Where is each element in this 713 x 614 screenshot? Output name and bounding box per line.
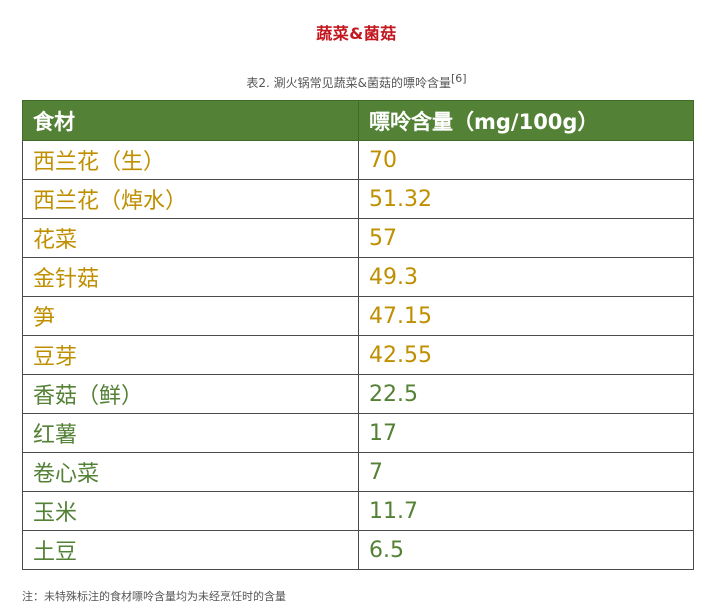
cell-purine-value: 11.7	[358, 491, 694, 531]
cell-purine-value: 17	[358, 413, 694, 453]
cell-food: 玉米	[22, 491, 359, 531]
cell-food: 红薯	[22, 413, 359, 453]
cell-food: 西兰花（生）	[22, 140, 359, 180]
table-row: 西兰花（焯水） 51.32	[22, 179, 694, 219]
table-row: 卷心菜 7	[22, 452, 694, 492]
table-row: 花菜 57	[22, 218, 694, 258]
table-header-row: 食材 嘌呤含量（mg/100g）	[22, 100, 694, 141]
table-row: 土豆 6.5	[22, 530, 694, 570]
table-row: 香菇（鲜） 22.5	[22, 374, 694, 414]
cell-food: 土豆	[22, 530, 359, 570]
cell-food: 笋	[22, 296, 359, 336]
table-body: 西兰花（生） 70 西兰花（焯水） 51.32 花菜 57 金针菇 49.3 笋 47.15 豆芽 4…	[22, 140, 694, 570]
cell-food: 西兰花（焯水）	[22, 179, 359, 219]
cell-purine-value: 49.3	[358, 257, 694, 297]
cell-purine-value: 22.5	[358, 374, 694, 414]
cell-purine-value: 51.32	[358, 179, 694, 219]
table-row: 红薯 17	[22, 413, 694, 453]
purine-table: 食材 嘌呤含量（mg/100g） 西兰花（生） 70 西兰花（焯水） 51.32 花菜 5…	[22, 100, 694, 570]
cell-food: 香菇（鲜）	[22, 374, 359, 414]
table-caption: 表2. 涮火锅常见蔬菜&菌菇的嘌呤含量[6]	[0, 72, 713, 91]
cell-purine-value: 7	[358, 452, 694, 492]
caption-text: 表2. 涮火锅常见蔬菜&菌菇的嘌呤含量	[246, 76, 452, 90]
cell-food: 金针菇	[22, 257, 359, 297]
cell-purine-value: 57	[358, 218, 694, 258]
caption-reference[interactable]: [6]	[451, 72, 467, 85]
table-row: 笋 47.15	[22, 296, 694, 336]
cell-food: 花菜	[22, 218, 359, 258]
cell-purine-value: 47.15	[358, 296, 694, 336]
section-title: 蔬菜&菌菇	[316, 24, 397, 43]
cell-purine-value: 42.55	[358, 335, 694, 375]
cell-food: 豆芽	[22, 335, 359, 375]
header-food: 食材	[22, 100, 359, 141]
table-row: 豆芽 42.55	[22, 335, 694, 375]
cell-purine-value: 70	[358, 140, 694, 180]
header-purine-content: 嘌呤含量（mg/100g）	[358, 100, 694, 141]
cell-purine-value: 6.5	[358, 530, 694, 570]
table-row: 金针菇 49.3	[22, 257, 694, 297]
cell-food: 卷心菜	[22, 452, 359, 492]
footnote: 注：未特殊标注的食材嘌呤含量均为未经烹饪时的含量	[22, 590, 286, 603]
table-row: 玉米 11.7	[22, 491, 694, 531]
table-row: 西兰花（生） 70	[22, 140, 694, 180]
